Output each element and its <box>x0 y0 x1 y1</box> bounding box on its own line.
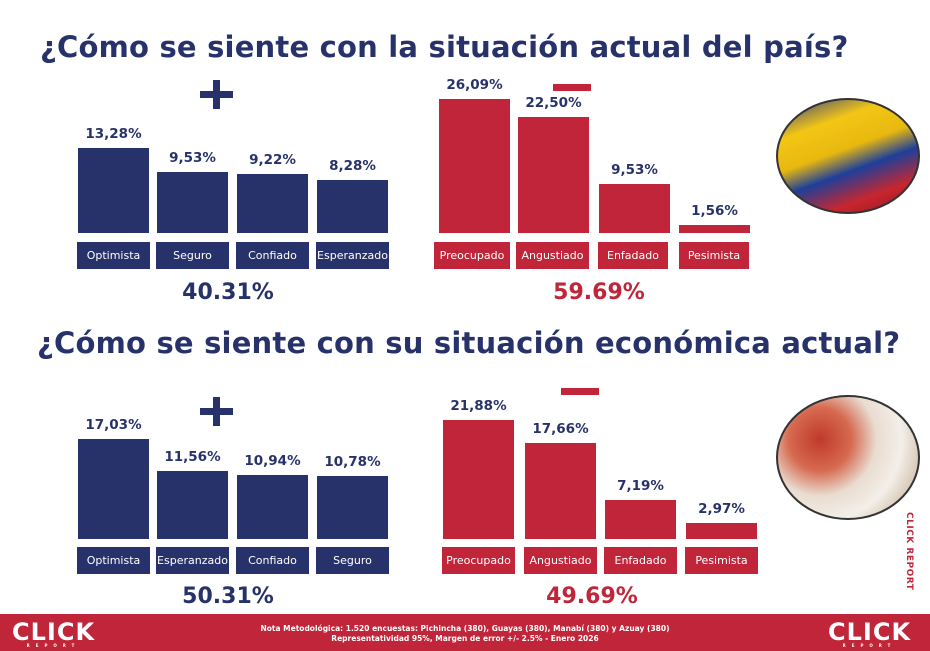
category-label: Esperanzado <box>316 242 389 269</box>
value-label: 17,03% <box>85 417 142 434</box>
bar-negative-angustiado <box>518 117 589 233</box>
bar-negative-preocupado <box>439 98 510 233</box>
bar-negative-enfadado <box>605 499 676 539</box>
value-label: 10,78% <box>324 453 381 470</box>
value-label: 26,09% <box>446 76 503 93</box>
value-label: 9,53% <box>169 150 216 166</box>
bar-positive-optimista <box>78 148 149 233</box>
plus-icon-v <box>213 80 220 109</box>
category-label: Confiado <box>236 547 309 574</box>
bar-negative-preocupado <box>443 419 514 539</box>
total-positive: 50.31% <box>182 584 274 609</box>
footer-logo-right: CLICK REPORT <box>828 618 912 648</box>
total-negative: 59.69% <box>553 280 645 305</box>
category-label: Preocupado <box>442 547 515 574</box>
bar-positive-esperanzado <box>317 180 388 233</box>
bar-positive-confiado <box>237 474 308 539</box>
total-negative: 49.69% <box>546 584 638 609</box>
bar-negative-pesimista <box>679 224 750 233</box>
category-label: Enfadado <box>598 242 668 269</box>
bar-negative-angustiado <box>525 442 596 539</box>
category-label: Optimista <box>77 547 150 574</box>
value-label: 11,56% <box>164 449 221 466</box>
minus-icon <box>553 84 591 91</box>
value-label: 10,94% <box>244 452 301 469</box>
section-2-title: ¿Cómo se siente con su situación económi… <box>37 326 901 360</box>
bar-negative-enfadado <box>599 184 670 233</box>
footer-logo-left: CLICK REPORT <box>12 618 96 648</box>
value-label: 22,50% <box>525 95 582 112</box>
category-label: Angustiado <box>524 547 597 574</box>
section-1-title: ¿Cómo se siente con la situación actual … <box>40 30 849 64</box>
value-label: 2,97% <box>698 500 745 517</box>
value-label: 7,19% <box>617 477 664 494</box>
minus-icon <box>561 388 599 395</box>
category-label: Preocupado <box>434 242 510 269</box>
category-label: Seguro <box>156 242 229 269</box>
plus-icon-v <box>213 397 220 426</box>
category-label: Esperanzado <box>156 547 229 574</box>
ecuador-flag-photo <box>776 98 920 214</box>
bar-positive-optimista <box>78 439 149 539</box>
category-label: Seguro <box>316 547 389 574</box>
methodology-note: Nota Metodológica: 1.520 encuestas: Pich… <box>260 624 670 643</box>
bar-negative-pesimista <box>686 522 757 539</box>
category-label: Pesimista <box>679 242 749 269</box>
value-label: 8,28% <box>329 158 376 174</box>
bar-positive-seguro <box>317 475 388 539</box>
category-label: Confiado <box>236 242 309 269</box>
bar-positive-seguro <box>157 172 228 233</box>
side-brand-text: CLICK REPORT <box>904 512 914 591</box>
category-label: Angustiado <box>516 242 589 269</box>
category-label: Pesimista <box>685 547 758 574</box>
coins-in-hand-photo <box>776 395 920 520</box>
category-label: Enfadado <box>604 547 677 574</box>
value-label: 17,66% <box>532 420 589 437</box>
value-label: 1,56% <box>691 202 738 219</box>
value-label: 13,28% <box>85 126 142 142</box>
bar-positive-confiado <box>237 173 308 233</box>
total-positive: 40.31% <box>182 280 274 305</box>
value-label: 9,53% <box>611 162 658 179</box>
bar-positive-esperanzado <box>157 471 228 539</box>
category-label: Optimista <box>77 242 150 269</box>
value-label: 21,88% <box>450 397 507 414</box>
footer: CLICK REPORT Nota Metodológica: 1.520 enc… <box>0 614 930 651</box>
value-label: 9,22% <box>249 151 296 168</box>
